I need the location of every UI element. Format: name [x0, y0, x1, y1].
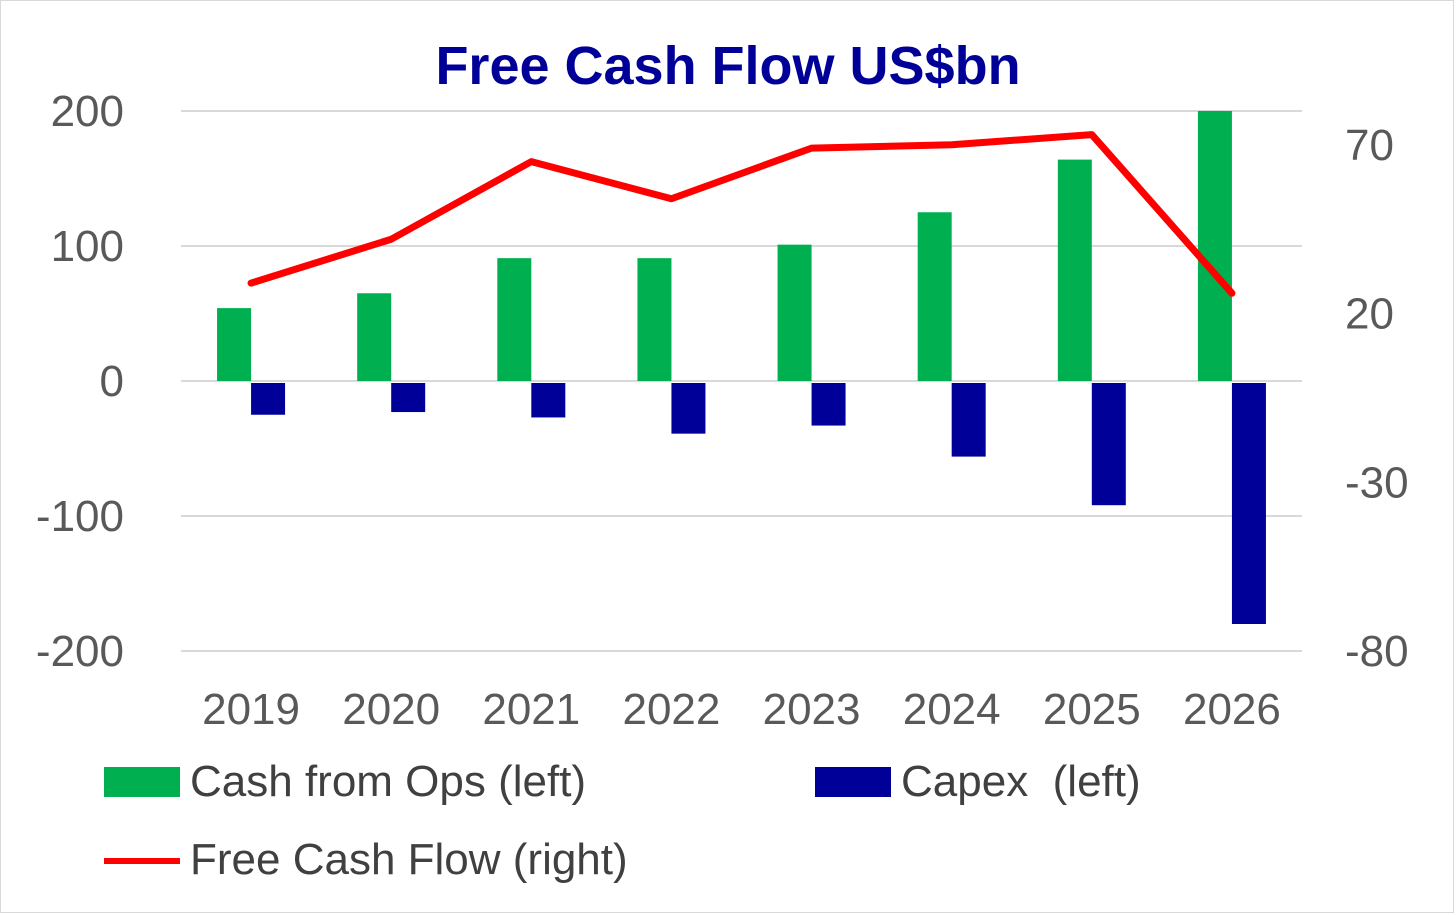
bar-series	[217, 111, 1266, 624]
category-tick-label: 2026	[1183, 685, 1281, 734]
right-tick-label: 70	[1345, 121, 1394, 170]
category-tick-label: 2025	[1043, 685, 1141, 734]
bar-cash-from-ops	[637, 258, 672, 381]
legend-swatch-cash-from-ops	[104, 767, 180, 797]
left-tick-label: -200	[36, 627, 124, 676]
bar-capex	[251, 383, 286, 415]
bar-cash-from-ops	[497, 258, 532, 381]
bar-cash-from-ops	[777, 244, 812, 381]
category-axis-ticks: 2019 2020 2021 2022 2023 2024 2025 2026	[202, 685, 1281, 734]
category-tick-label: 2024	[903, 685, 1001, 734]
right-axis-ticks: 70 20 -30 -80	[1345, 121, 1409, 676]
category-tick-label: 2020	[342, 685, 440, 734]
bar-capex	[1231, 383, 1266, 624]
category-tick-label: 2022	[622, 685, 720, 734]
category-tick-label: 2019	[202, 685, 300, 734]
line-free-cash-flow	[247, 131, 1236, 297]
legend-swatch-free-cash-flow	[104, 858, 180, 864]
bar-capex	[671, 383, 706, 434]
right-tick-label: -30	[1345, 458, 1409, 507]
right-tick-label: -80	[1345, 627, 1409, 676]
left-tick-label: -100	[36, 492, 124, 541]
chart-title: Free Cash Flow US$bn	[435, 36, 1021, 96]
bar-cash-from-ops	[1057, 159, 1092, 381]
bar-capex	[391, 383, 426, 413]
gridlines	[181, 110, 1302, 652]
bar-cash-from-ops	[917, 212, 952, 381]
category-tick-label: 2021	[482, 685, 580, 734]
bar-capex	[811, 383, 846, 426]
bar-capex	[1091, 383, 1126, 506]
bar-cash-from-ops	[217, 308, 252, 381]
legend-swatch-capex	[815, 767, 891, 797]
legend-label-free-cash-flow: Free Cash Flow (right)	[190, 835, 628, 884]
legend-label-cash-from-ops: Cash from Ops (left)	[190, 757, 587, 806]
left-tick-label: 100	[51, 222, 124, 271]
legend-label-capex: Capex (left)	[901, 757, 1141, 806]
line-series	[247, 131, 1236, 297]
left-tick-label: 0	[100, 357, 124, 406]
category-tick-label: 2023	[763, 685, 861, 734]
bar-cash-from-ops	[1197, 111, 1232, 381]
bar-capex	[951, 383, 986, 457]
right-tick-label: 20	[1345, 290, 1394, 339]
bar-cash-from-ops	[357, 293, 392, 381]
left-axis-ticks: 200 100 0 -100 -200	[36, 87, 124, 676]
bar-capex	[531, 383, 566, 418]
left-tick-label: 200	[51, 87, 124, 136]
